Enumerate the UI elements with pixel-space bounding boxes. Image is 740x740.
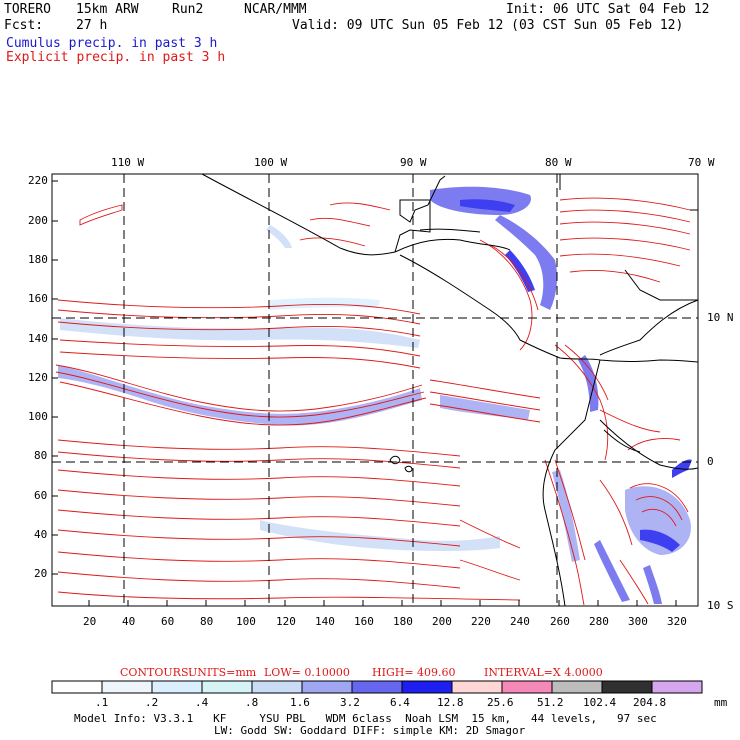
x-tick-label: 40 bbox=[122, 615, 136, 628]
y-tick-label: 160 bbox=[28, 292, 48, 305]
model-name: TORERO bbox=[4, 2, 51, 17]
x-tick-label: 20 bbox=[83, 615, 97, 628]
y-tick-label: 120 bbox=[28, 371, 48, 384]
precip-field bbox=[55, 186, 692, 606]
lat-label-0: 0 bbox=[707, 455, 714, 468]
contour-units: UNITS=mm bbox=[188, 666, 257, 679]
x-tick-label: 200 bbox=[432, 615, 452, 628]
contour-low: LOW= 0.10000 bbox=[264, 666, 350, 679]
x-tick-label: 80 bbox=[200, 615, 214, 628]
fcst-value: 27 h bbox=[76, 18, 108, 33]
colorbar-label: .1 bbox=[95, 696, 109, 709]
model-info-line2: LW: Godd SW: Goddard DIFF: simple KM: 2D… bbox=[214, 724, 526, 737]
explicit-precip-contours bbox=[55, 197, 691, 606]
x-tick-label: 140 bbox=[315, 615, 335, 628]
y-axis-ticks bbox=[52, 180, 58, 575]
y-tick-label: 200 bbox=[28, 214, 48, 227]
cumulus-precip-shading bbox=[58, 186, 692, 604]
x-tick-label: 180 bbox=[393, 615, 413, 628]
org-label: NCAR/MMM bbox=[244, 2, 307, 17]
y-tick-label: 40 bbox=[34, 528, 48, 541]
colorbar-label: .8 bbox=[245, 696, 259, 709]
init-time: Init: 06 UTC Sat 04 Feb 12 bbox=[506, 2, 710, 17]
x-tick-label: 320 bbox=[667, 615, 687, 628]
explicit-legend: Explicit precip. in past 3 h bbox=[6, 50, 226, 65]
coastlines bbox=[201, 173, 699, 607]
x-tick-label: 260 bbox=[550, 615, 570, 628]
x-axis-ticks bbox=[88, 600, 677, 606]
lon-label-70w: 70 W bbox=[688, 156, 715, 169]
y-tick-label: 80 bbox=[34, 449, 48, 462]
x-tick-label: 240 bbox=[510, 615, 530, 628]
model-resolution: 15km ARW bbox=[76, 2, 139, 17]
colorbar-unit: mm bbox=[714, 696, 728, 709]
lon-label-90w: 90 W bbox=[400, 156, 427, 169]
contour-interval: INTERVAL=X 4.0000 bbox=[484, 666, 603, 679]
x-tick-label: 120 bbox=[276, 615, 296, 628]
x-tick-label: 220 bbox=[471, 615, 491, 628]
x-tick-label: 300 bbox=[628, 615, 648, 628]
y-tick-label: 140 bbox=[28, 332, 48, 345]
run-label: Run2 bbox=[172, 2, 204, 17]
colorbar-label: 51.2 bbox=[537, 696, 564, 709]
y-tick-label: 20 bbox=[34, 567, 48, 580]
y-tick-label: 60 bbox=[34, 489, 48, 502]
lat-label-10s: 10 S bbox=[707, 599, 734, 612]
x-tick-label: 100 bbox=[236, 615, 256, 628]
colorbar-label: 102.4 bbox=[583, 696, 617, 709]
y-tick-label: 220 bbox=[28, 174, 48, 187]
colorbar-label: 1.6 bbox=[290, 696, 310, 709]
colorbar-label: 3.2 bbox=[340, 696, 360, 709]
contour-label: CONTOURS: bbox=[120, 666, 193, 679]
colorbar-label: 25.6 bbox=[487, 696, 514, 709]
model-info-line1: Model Info: V3.3.1 KF YSU PBL WDM 6class… bbox=[74, 712, 657, 725]
lon-label-110w: 110 W bbox=[111, 156, 145, 169]
y-tick-label: 100 bbox=[28, 410, 48, 423]
colorbar-label: .2 bbox=[145, 696, 159, 709]
lon-label-100w: 100 W bbox=[254, 156, 288, 169]
fcst-label: Fcst: bbox=[4, 18, 44, 33]
colorbar-label: 204.8 bbox=[633, 696, 667, 709]
lon-label-80w: 80 W bbox=[545, 156, 572, 169]
latlon-grid bbox=[52, 174, 698, 606]
colorbar-label: .4 bbox=[195, 696, 209, 709]
lat-label-10n: 10 N bbox=[707, 311, 734, 324]
x-tick-label: 160 bbox=[354, 615, 374, 628]
x-tick-label: 60 bbox=[161, 615, 175, 628]
cumulus-legend: Cumulus precip. in past 3 h bbox=[6, 36, 218, 51]
colorbar-label: 6.4 bbox=[390, 696, 410, 709]
valid-time: Valid: 09 UTC Sun 05 Feb 12 (03 CST Sun … bbox=[292, 18, 684, 33]
colorbar-label: 12.8 bbox=[437, 696, 464, 709]
x-tick-label: 280 bbox=[589, 615, 609, 628]
y-tick-label: 180 bbox=[28, 253, 48, 266]
contour-high: HIGH= 409.60 bbox=[372, 666, 456, 679]
map-frame bbox=[51, 173, 699, 607]
